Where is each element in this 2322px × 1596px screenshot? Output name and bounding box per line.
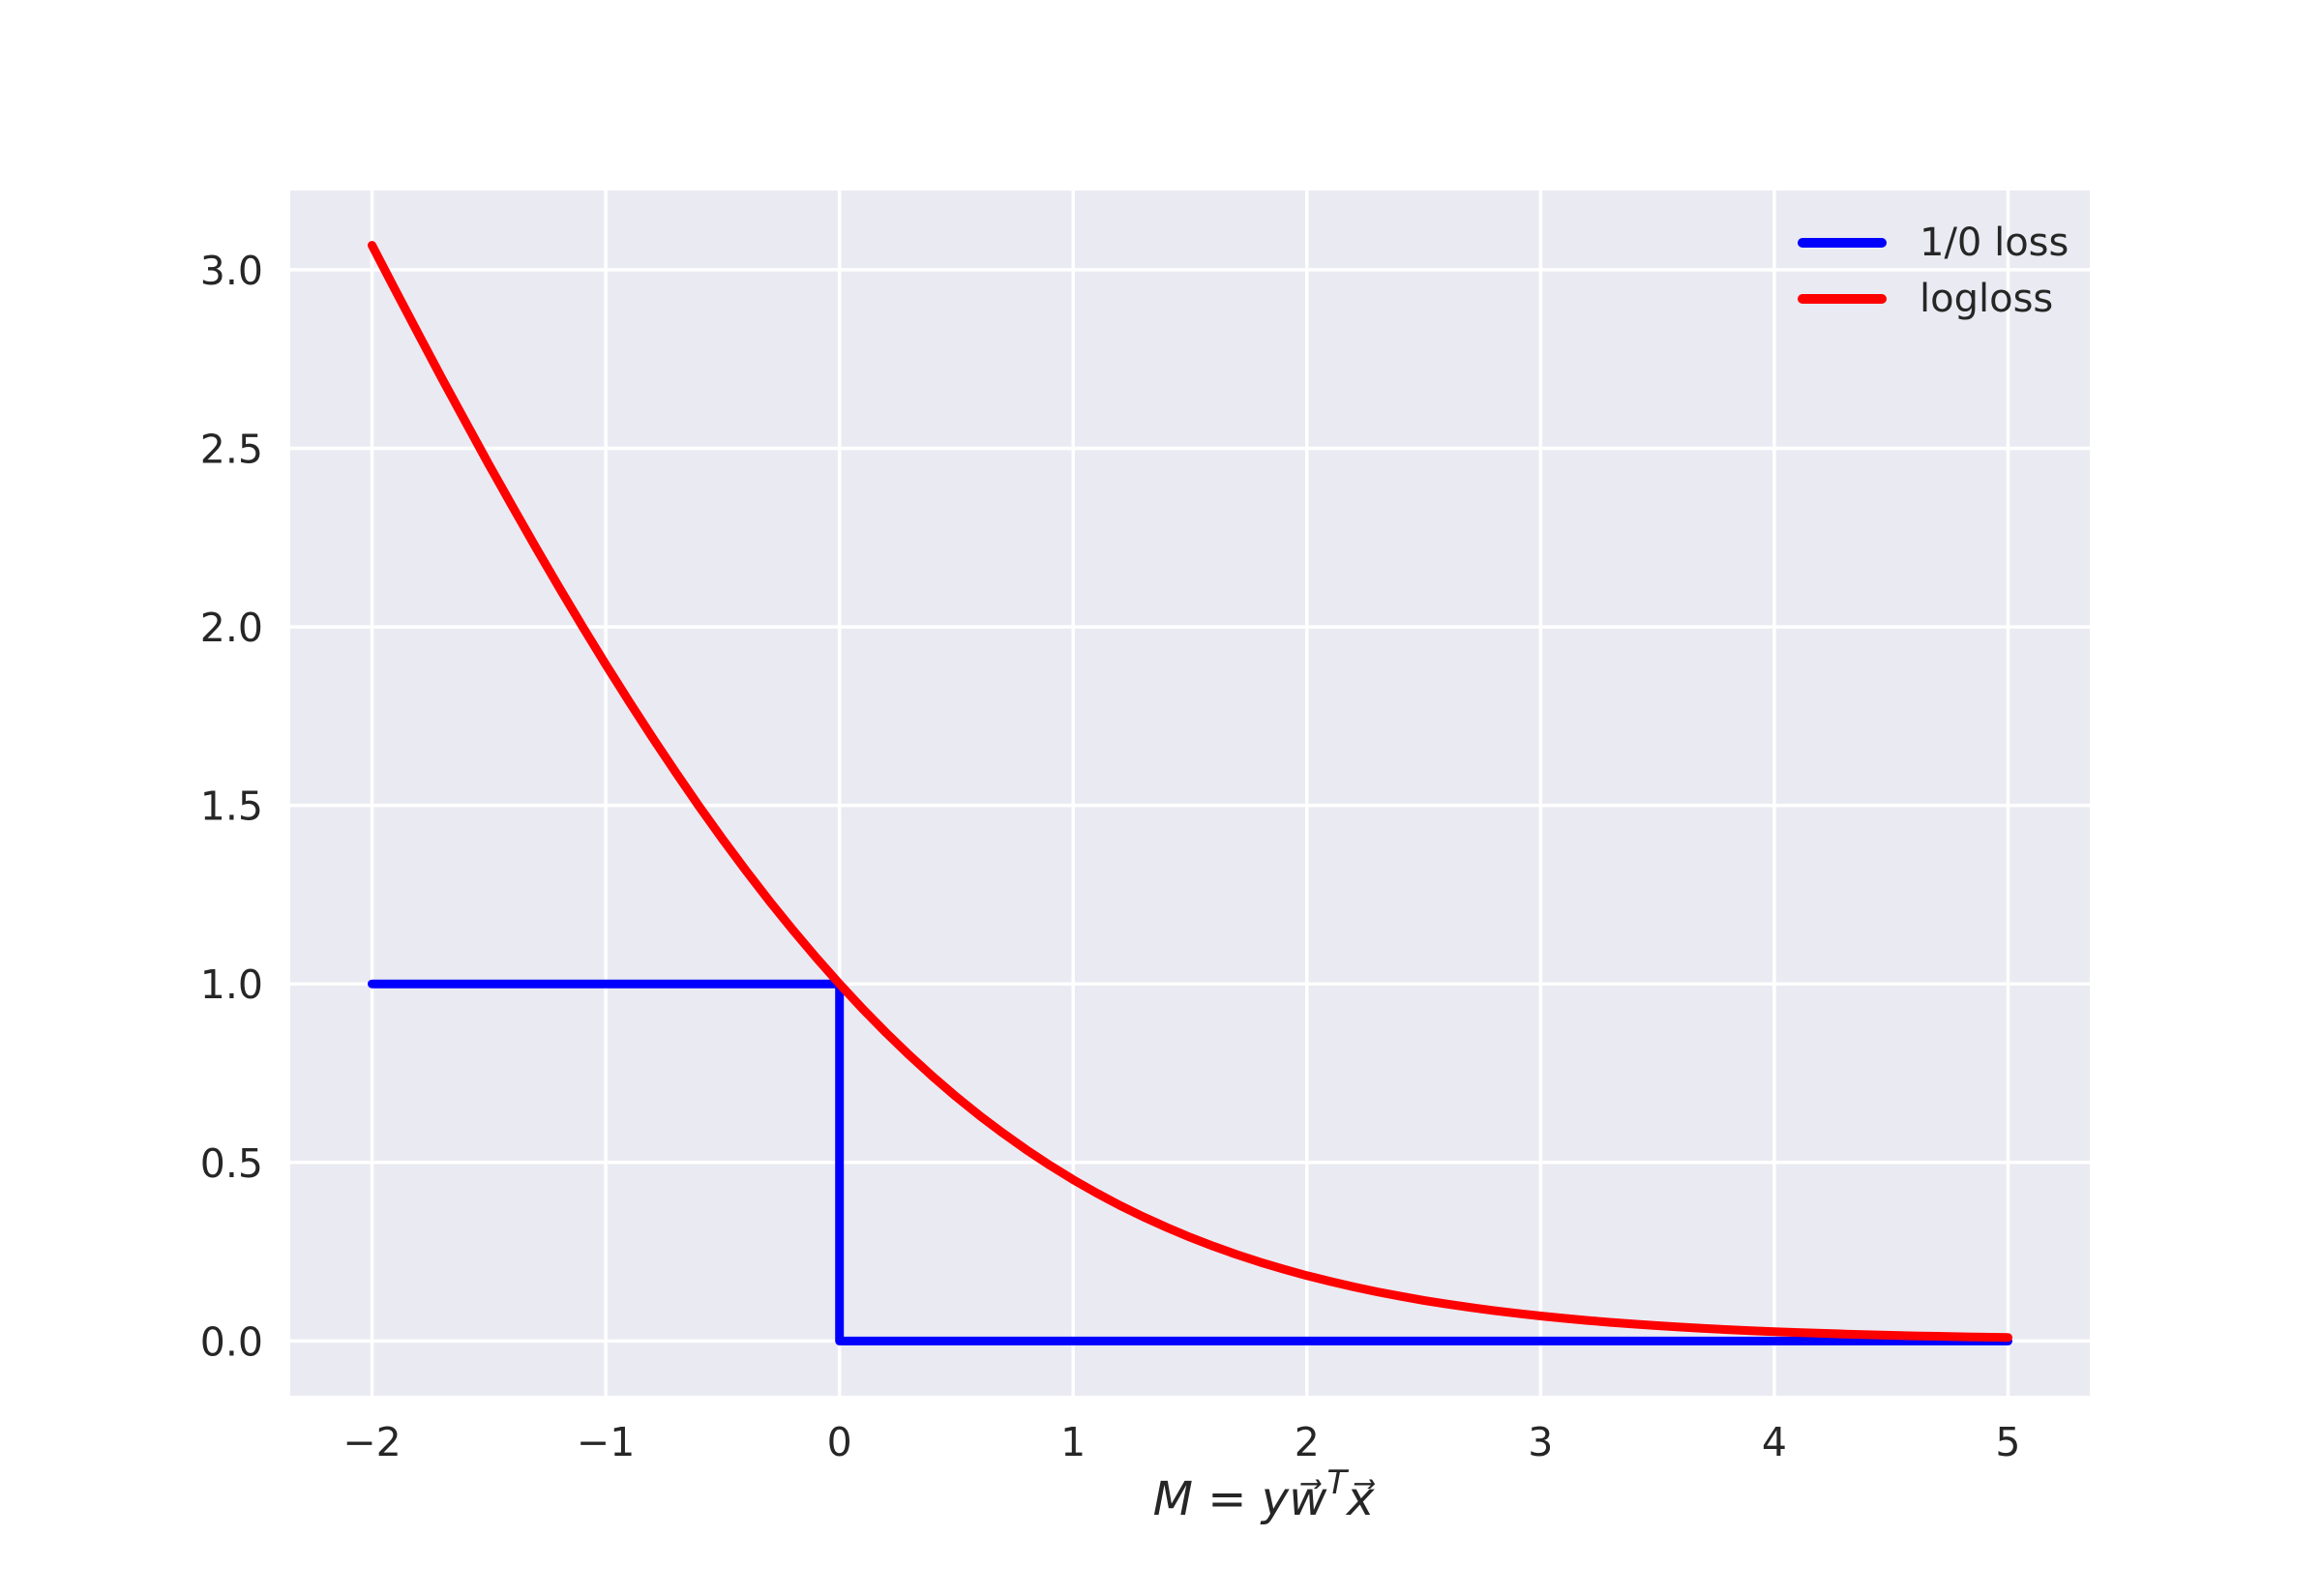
legend-label-01loss: 1/0 loss xyxy=(1920,221,2069,265)
series-line-0 xyxy=(368,979,2012,1345)
xlabel-transpose: T xyxy=(1326,1463,1347,1501)
legend-label-logloss: logloss xyxy=(1920,277,2054,321)
legend-item-01loss: 1/0 loss xyxy=(1798,215,2069,271)
y-tick-label: 0.5 xyxy=(200,1140,263,1187)
xlabel-equals: = xyxy=(1193,1472,1262,1526)
legend-swatch-01loss xyxy=(1798,238,1887,248)
x-tick-label: −1 xyxy=(577,1419,635,1465)
y-tick-label: 0.0 xyxy=(200,1318,263,1365)
xlabel-coef: yw⃗ xyxy=(1261,1472,1327,1526)
x-tick-label: 3 xyxy=(1528,1419,1553,1465)
y-tick-label: 2.5 xyxy=(200,426,263,472)
x-tick-label: 1 xyxy=(1060,1419,1086,1465)
x-tick-label: 0 xyxy=(827,1419,852,1465)
y-tick-label: 2.0 xyxy=(200,605,263,651)
x-axis-label: M = yw⃗Tx⃗ xyxy=(1152,1466,1375,1526)
x-tick-label: −2 xyxy=(342,1419,401,1465)
x-tick-label: 2 xyxy=(1295,1419,1320,1465)
legend: 1/0 loss logloss xyxy=(1798,215,2069,327)
x-tick-label: 4 xyxy=(1762,1419,1787,1465)
y-tick-label: 3.0 xyxy=(200,248,263,294)
xlabel-lhs: M xyxy=(1152,1472,1194,1526)
plot-area xyxy=(290,191,2090,1396)
y-tick-label: 1.5 xyxy=(200,783,263,830)
y-tick-label: 1.0 xyxy=(200,961,263,1008)
legend-item-logloss: logloss xyxy=(1798,271,2069,327)
legend-swatch-logloss xyxy=(1798,294,1887,304)
series-line-1 xyxy=(368,241,2012,1343)
x-tick-label: 5 xyxy=(1995,1419,2020,1465)
xlabel-rhs: x⃗ xyxy=(1346,1472,1375,1526)
